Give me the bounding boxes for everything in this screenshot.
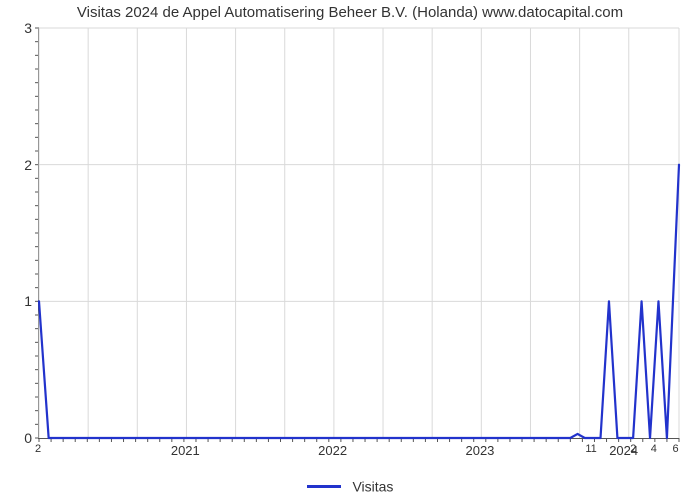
y-tick-label: 0 <box>24 430 32 446</box>
x-tick-label: 2 <box>35 443 41 455</box>
x-tick-label: 2023 <box>465 443 494 458</box>
y-tick-label: 3 <box>24 20 32 36</box>
chart-container: Visitas 2024 de Appel Automatisering Beh… <box>0 0 700 500</box>
x-tick-label: 2 <box>630 443 636 455</box>
legend-swatch <box>307 485 341 488</box>
x-tick-label: 2022 <box>318 443 347 458</box>
y-tick-label: 2 <box>24 157 32 173</box>
x-tick-label: 11 <box>585 443 596 455</box>
legend: Visitas <box>0 477 700 494</box>
x-tick-label: 6 <box>673 443 679 455</box>
x-tick-label: 2021 <box>171 443 200 458</box>
chart-line <box>39 28 679 438</box>
legend-label: Visitas <box>352 478 393 494</box>
chart-title: Visitas 2024 de Appel Automatisering Beh… <box>0 4 700 21</box>
x-tick-label: 4 <box>651 443 657 455</box>
plot-area <box>38 28 679 439</box>
y-tick-label: 1 <box>24 293 32 309</box>
